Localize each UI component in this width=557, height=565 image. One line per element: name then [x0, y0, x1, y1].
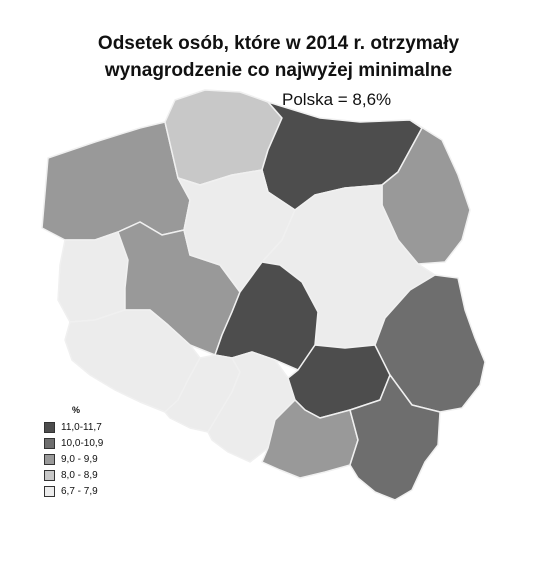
- region-slaskie: [207, 351, 296, 463]
- legend-item: 10,0-10,9: [44, 435, 103, 451]
- region-lubelskie: [374, 274, 486, 413]
- legend-label: 10,0-10,9: [61, 437, 104, 449]
- legend-swatch: [44, 453, 55, 465]
- legend-label: 11,0-11,7: [61, 421, 102, 433]
- title-line-1: Odsetek osób, które w 2014 r. otrzymały: [97, 33, 460, 54]
- legend-item: 9,0 - 9,9: [44, 451, 103, 467]
- legend-swatch: [44, 437, 55, 449]
- legend-swatch: [44, 485, 55, 497]
- legend-item: 6,7 - 7,9: [44, 483, 103, 499]
- legend-label: 9,0 - 9,9: [61, 453, 98, 465]
- legend-swatch: [44, 469, 55, 481]
- map-legend: % 11,0-11,7 10,0-10,9 9,0 - 9,9 8,0 - 8,…: [44, 405, 103, 499]
- legend-item: 8,0 - 8,9: [44, 467, 103, 483]
- legend-item: 11,0-11,7: [44, 419, 103, 435]
- map-title: Odsetek osób, które w 2014 r. otrzymały …: [0, 30, 557, 84]
- legend-label: 8,0 - 8,9: [61, 469, 98, 481]
- region-podkarpackie: [349, 374, 441, 501]
- legend-label: 6,7 - 7,9: [61, 485, 98, 497]
- title-line-2: wynagrodzenie co najwyżej minimalne: [104, 60, 453, 81]
- region-malopolskie: [261, 399, 359, 479]
- legend-unit: %: [72, 405, 81, 415]
- region-lubuskie: [57, 231, 129, 323]
- region-zachodniopomorskie: [41, 121, 191, 241]
- national-average-label: Polska = 8,6%: [282, 90, 392, 109]
- legend-swatch: [44, 421, 55, 433]
